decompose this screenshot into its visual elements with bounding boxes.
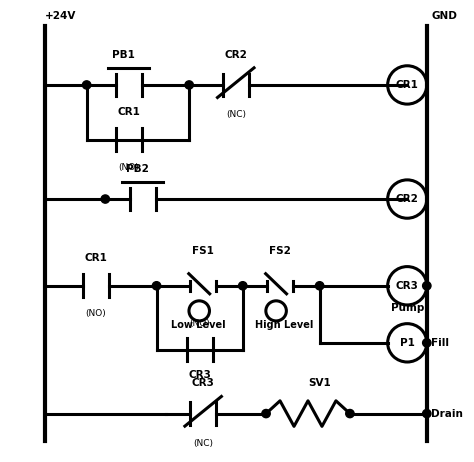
Text: Fill: Fill <box>431 338 449 348</box>
Circle shape <box>185 81 193 89</box>
Text: CR1: CR1 <box>117 107 140 117</box>
Circle shape <box>423 282 431 290</box>
Text: Pump: Pump <box>391 303 424 313</box>
Text: CR3: CR3 <box>188 370 211 380</box>
Text: SV1: SV1 <box>308 378 331 389</box>
Text: CR1: CR1 <box>84 253 108 263</box>
Text: CR1: CR1 <box>396 80 419 90</box>
Text: Low Level: Low Level <box>171 320 226 330</box>
Text: P1: P1 <box>400 338 415 348</box>
Text: CR2: CR2 <box>396 194 419 204</box>
Text: FS2: FS2 <box>269 246 291 256</box>
Text: CR3: CR3 <box>396 281 419 291</box>
Text: Drain: Drain <box>431 408 463 419</box>
Circle shape <box>262 409 270 418</box>
Text: (NO): (NO) <box>118 163 139 171</box>
Text: FS1: FS1 <box>192 246 214 256</box>
Circle shape <box>423 339 431 347</box>
Circle shape <box>238 282 247 290</box>
Circle shape <box>423 409 431 418</box>
Circle shape <box>346 409 354 418</box>
Circle shape <box>152 282 161 290</box>
Text: (NO): (NO) <box>189 319 210 328</box>
Text: CR3: CR3 <box>191 378 215 389</box>
Text: (NC): (NC) <box>193 439 213 448</box>
Circle shape <box>82 81 91 89</box>
Text: High Level: High Level <box>255 320 314 330</box>
Text: +24V: +24V <box>45 11 76 21</box>
Text: CR2: CR2 <box>224 50 247 60</box>
Circle shape <box>101 195 109 203</box>
Text: (NC): (NC) <box>226 110 246 119</box>
Circle shape <box>315 282 324 290</box>
Text: GND: GND <box>431 11 457 21</box>
Text: (NO): (NO) <box>86 309 106 317</box>
Text: PB1: PB1 <box>112 50 136 60</box>
Text: PB2: PB2 <box>127 164 149 174</box>
